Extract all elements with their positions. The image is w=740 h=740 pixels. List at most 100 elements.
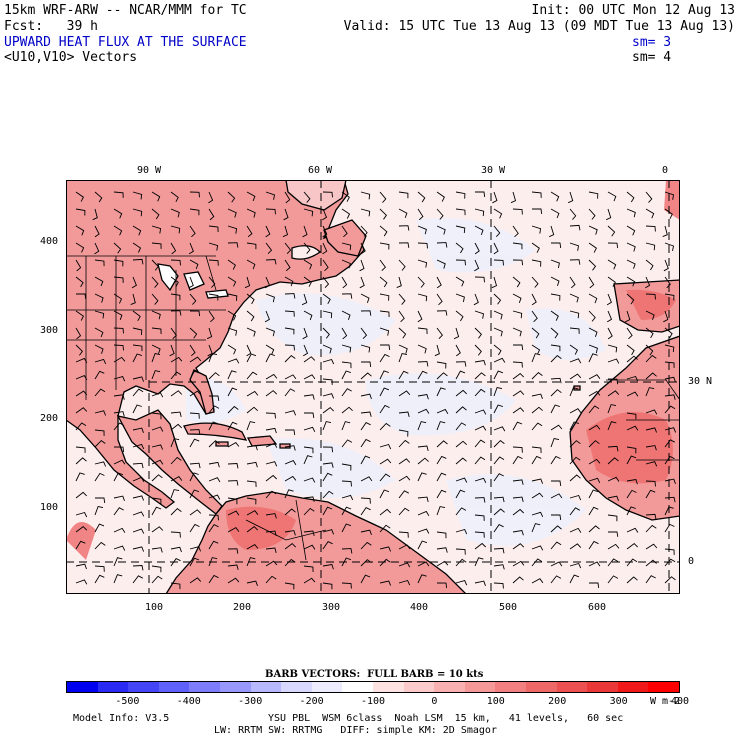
wind-barb [284,344,295,351]
wind-barb [455,457,467,465]
wind-barb [531,259,542,267]
wind-barb [151,191,161,202]
wind-barb [170,558,181,567]
wind-barb [398,411,410,418]
wind-barb [94,242,100,255]
wind-barb [569,494,582,501]
wind-barb [189,225,196,238]
wind-barb [303,446,314,454]
wind-barb [132,376,145,382]
wind-barb [284,429,296,435]
wind-barb [132,208,143,217]
wind-barb [626,191,635,203]
wind-barb [455,389,468,397]
wind-barb [588,424,601,431]
wind-barb [132,443,145,450]
wind-barb [417,561,430,567]
field-smoothing: sm= 3 [632,35,672,50]
wind-barb [664,405,676,414]
wind-barb [531,406,543,414]
wind-barb [625,310,631,323]
wind-barb [151,392,164,398]
wind-barb [303,242,311,254]
wind-barb [208,477,221,483]
wind-barb [227,344,237,355]
wind-barb [645,276,651,289]
wind-barb [531,393,543,399]
color-scale-bin [158,682,190,692]
wind-barb [341,361,352,369]
wind-barb [531,242,540,253]
wind-barb [379,508,392,516]
wind-barb [94,505,104,516]
wind-barb [588,390,601,397]
wind-barb [246,461,258,468]
wind-barb [396,276,402,289]
wind-barb [550,310,559,321]
wind-barb [341,242,352,251]
wind-barb [113,557,123,567]
wind-barb [132,427,144,433]
wind-barb [379,225,388,237]
wind-barb [645,387,655,397]
wind-barb [550,208,560,219]
wind-barb [94,541,106,550]
wind-barb [474,557,484,567]
wind-barb [322,563,334,570]
wind-barb [75,407,88,414]
wind-barb [663,259,669,272]
wind-barb [569,208,577,220]
wind-barb [455,558,467,567]
wind-barb [664,506,674,516]
wind-barb [360,529,372,536]
wind-barb [341,327,348,340]
wind-barb [94,191,103,203]
wind-barb [303,565,314,573]
wind-barb [626,576,638,584]
wind-barb [398,327,407,339]
wind-barb [284,508,296,516]
wind-barb [132,258,144,265]
wind-barb [264,276,271,289]
wind-barb [151,497,162,505]
wind-barb [151,259,159,271]
wind-barb [302,344,309,357]
wind-barb [455,580,468,586]
wind-barb [664,394,676,400]
wind-barb [322,191,333,198]
wind-barb [398,562,411,568]
wind-barb [246,526,259,533]
wind-barb [341,225,348,238]
x-tick-500: 500 [499,602,518,613]
wind-barb [76,293,87,300]
wind-barb [398,439,410,448]
wind-barb [94,310,105,319]
x-tick-400: 400 [410,602,429,613]
wind-barb [170,546,182,553]
wind-barb [341,259,351,269]
color-scale-label: -400 [176,696,201,707]
wind-barb [151,506,162,516]
wind-barb [206,327,213,340]
wind-barb [588,477,601,483]
wind-barb [303,507,315,516]
wind-barb [664,576,676,584]
wind-barb [189,509,202,516]
wind-barb [664,558,676,567]
wind-barb [512,455,523,465]
wind-barb [607,191,617,202]
color-scale-bin [434,682,465,692]
wind-barb [95,497,106,504]
wind-barb [436,372,448,380]
wind-barb [626,489,637,499]
wind-barb [246,310,255,322]
wind-barb [550,355,562,363]
wind-barb [626,425,639,431]
color-scale-bin [372,682,404,692]
physics-line-1: YSU PBL WSM 6class Noah LSM 15 km, 41 le… [268,713,624,724]
wind-barb [265,442,278,448]
wind-barb [512,208,523,215]
wind-barb [113,242,122,254]
wind-barb [227,442,240,448]
wind-barb [341,191,350,202]
